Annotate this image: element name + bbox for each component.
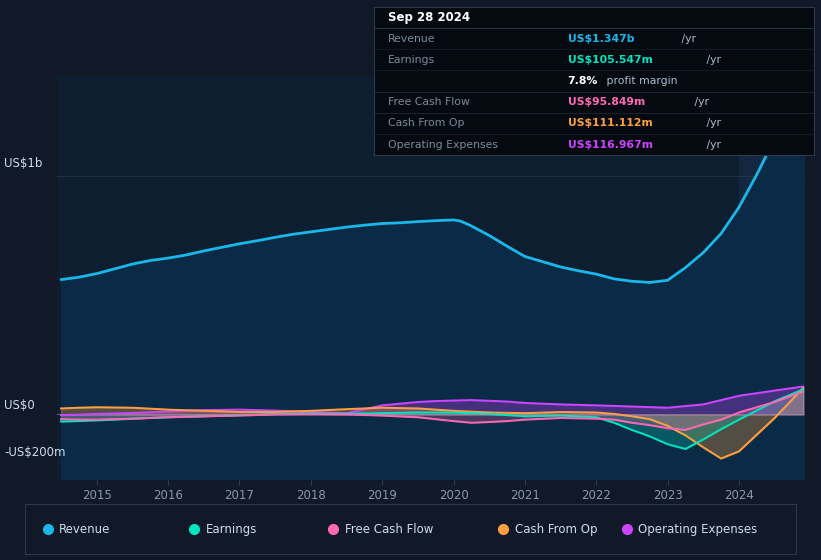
Text: 7.8%: 7.8% xyxy=(567,76,598,86)
Text: Revenue: Revenue xyxy=(59,522,111,536)
Text: US$116.967m: US$116.967m xyxy=(567,139,653,150)
Text: /yr: /yr xyxy=(678,34,696,44)
Text: Free Cash Flow: Free Cash Flow xyxy=(345,522,433,536)
Text: Earnings: Earnings xyxy=(388,55,434,65)
Text: /yr: /yr xyxy=(703,118,721,128)
Text: /yr: /yr xyxy=(703,139,721,150)
Text: Operating Expenses: Operating Expenses xyxy=(388,139,498,150)
Text: /yr: /yr xyxy=(690,97,709,107)
Text: profit margin: profit margin xyxy=(603,76,677,86)
Text: Revenue: Revenue xyxy=(388,34,435,44)
Text: US$1.347b: US$1.347b xyxy=(567,34,634,44)
Text: Earnings: Earnings xyxy=(206,522,257,536)
Text: Cash From Op: Cash From Op xyxy=(388,118,464,128)
Text: Cash From Op: Cash From Op xyxy=(515,522,597,536)
Bar xyxy=(739,76,805,479)
Text: -US$200m: -US$200m xyxy=(4,446,66,459)
Text: US$105.547m: US$105.547m xyxy=(567,55,653,65)
Text: US$0: US$0 xyxy=(4,399,34,412)
Text: US$1b: US$1b xyxy=(4,157,43,170)
Text: Free Cash Flow: Free Cash Flow xyxy=(388,97,470,107)
Text: /yr: /yr xyxy=(703,55,721,65)
Text: US$95.849m: US$95.849m xyxy=(567,97,644,107)
Text: Operating Expenses: Operating Expenses xyxy=(638,522,758,536)
Text: US$111.112m: US$111.112m xyxy=(567,118,653,128)
Text: Sep 28 2024: Sep 28 2024 xyxy=(388,11,470,24)
